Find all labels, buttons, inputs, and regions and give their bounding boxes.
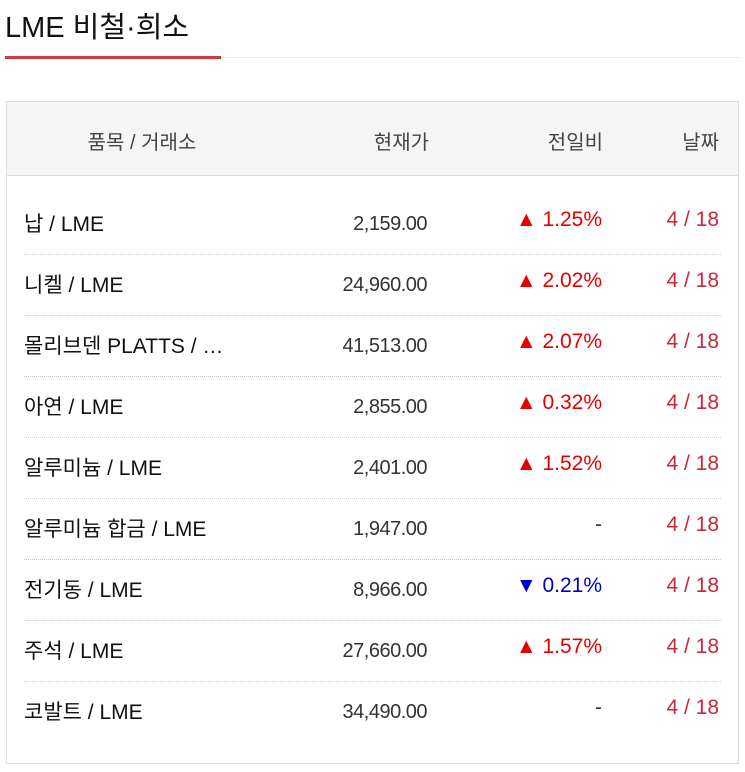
current-price: 1,947.00 <box>353 518 427 540</box>
change-rate: ▲ 1.57% <box>515 635 602 658</box>
change-rate: ▼ 0.21% <box>515 574 602 597</box>
date: 4 / 18 <box>666 513 719 536</box>
date: 4 / 18 <box>666 574 719 597</box>
item-name[interactable]: 코발트 / LME <box>24 701 143 724</box>
change-rate: - <box>595 696 602 719</box>
date: 4 / 18 <box>666 391 719 414</box>
table-row[interactable]: 코발트 / LME 34,490.00 - 4 / 18 <box>24 682 721 743</box>
item-name[interactable]: 알루미늄 / LME <box>24 457 162 480</box>
item-name[interactable]: 알루미늄 합금 / LME <box>24 518 207 541</box>
change-rate: ▲ 2.02% <box>515 269 602 292</box>
item-name[interactable]: 몰리브덴 PLATTS / … <box>24 335 224 358</box>
change-rate: ▲ 0.32% <box>515 391 602 414</box>
item-name[interactable]: 니켈 / LME <box>24 274 124 297</box>
table-row[interactable]: 알루미늄 합금 / LME 1,947.00 - 4 / 18 <box>24 499 721 560</box>
current-price: 2,159.00 <box>353 213 427 235</box>
table-row[interactable]: 니켈 / LME 24,960.00 ▲ 2.02% 4 / 18 <box>24 255 721 316</box>
item-name[interactable]: 아연 / LME <box>24 396 124 419</box>
section-header: LME 비철·희소 <box>5 0 740 59</box>
current-price: 27,660.00 <box>342 640 428 662</box>
date: 4 / 18 <box>666 696 719 719</box>
header-name: 품목 / 거래소 <box>87 132 197 154</box>
date: 4 / 18 <box>666 330 719 353</box>
section-title: LME 비철·희소 <box>5 12 190 44</box>
price-table: 품목 / 거래소 현재가 전일비 날짜 납 / LME 2,159.00 ▲ 1… <box>6 101 739 764</box>
current-price: 34,490.00 <box>342 701 428 723</box>
header-change: 전일비 <box>547 132 603 154</box>
table-row[interactable]: 아연 / LME 2,855.00 ▲ 0.32% 4 / 18 <box>24 377 721 438</box>
table-row[interactable]: 주석 / LME 27,660.00 ▲ 1.57% 4 / 18 <box>24 621 721 682</box>
current-price: 2,855.00 <box>353 396 427 418</box>
current-price: 2,401.00 <box>353 457 427 479</box>
table-body: 납 / LME 2,159.00 ▲ 1.25% 4 / 18 니켈 / LME … <box>7 176 738 743</box>
title-underline <box>5 56 221 59</box>
current-price: 24,960.00 <box>342 274 428 296</box>
header-price: 현재가 <box>373 132 429 154</box>
change-rate: ▲ 2.07% <box>515 330 602 353</box>
date: 4 / 18 <box>666 208 719 231</box>
current-price: 41,513.00 <box>342 335 428 357</box>
item-name[interactable]: 주석 / LME <box>24 640 124 663</box>
table-row[interactable]: 알루미늄 / LME 2,401.00 ▲ 1.52% 4 / 18 <box>24 438 721 499</box>
item-name[interactable]: 전기동 / LME <box>24 579 143 602</box>
change-rate: - <box>595 513 602 536</box>
date: 4 / 18 <box>666 452 719 475</box>
table-row[interactable]: 납 / LME 2,159.00 ▲ 1.25% 4 / 18 <box>24 194 721 255</box>
date: 4 / 18 <box>666 269 719 292</box>
current-price: 8,966.00 <box>353 579 427 601</box>
table-header: 품목 / 거래소 현재가 전일비 날짜 <box>7 102 738 176</box>
header-date: 날짜 <box>682 132 719 154</box>
change-rate: ▲ 1.52% <box>515 452 602 475</box>
change-rate: ▲ 1.25% <box>515 208 602 231</box>
table-row[interactable]: 전기동 / LME 8,966.00 ▼ 0.21% 4 / 18 <box>24 560 721 621</box>
table-row[interactable]: 몰리브덴 PLATTS / … 41,513.00 ▲ 2.07% 4 / 18 <box>24 316 721 377</box>
item-name[interactable]: 납 / LME <box>24 213 105 236</box>
date: 4 / 18 <box>666 635 719 658</box>
